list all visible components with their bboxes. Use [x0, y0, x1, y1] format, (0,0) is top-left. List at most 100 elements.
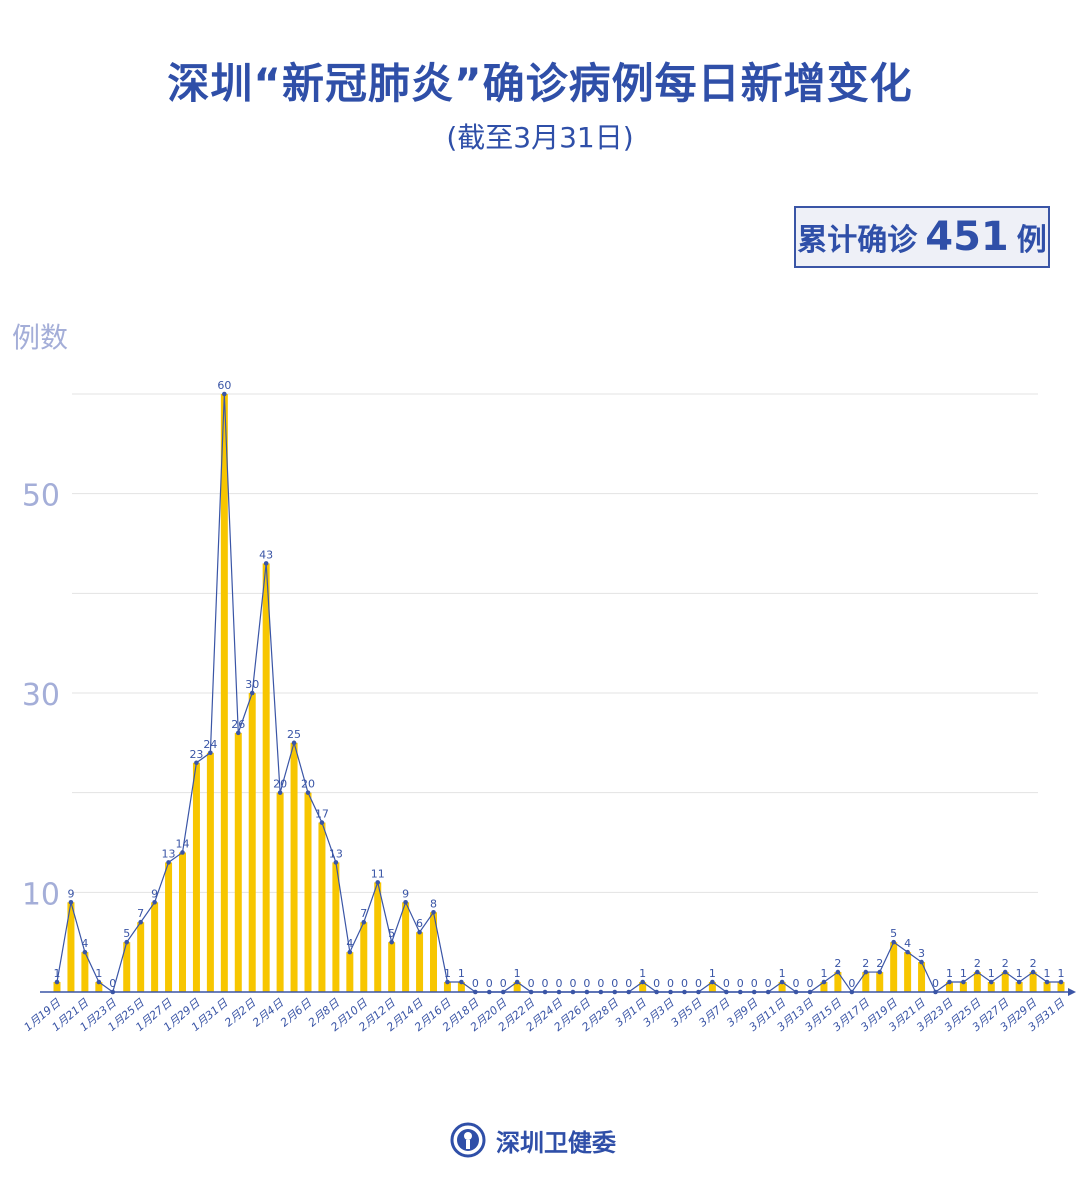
- data-label: 1: [709, 967, 716, 980]
- data-point: [68, 900, 74, 905]
- data-point: [1002, 969, 1008, 975]
- data-label: 4: [346, 937, 353, 950]
- y-tick-label: 30: [22, 678, 60, 713]
- data-point: [528, 989, 534, 995]
- bar: [959, 982, 967, 992]
- data-point: [263, 561, 269, 566]
- data-point: [612, 989, 618, 995]
- data-label: 0: [848, 977, 855, 990]
- data-point: [514, 979, 520, 985]
- data-point: [905, 949, 910, 955]
- data-point: [473, 989, 478, 995]
- data-label: 1: [458, 967, 465, 980]
- bar: [513, 982, 521, 992]
- bar: [945, 982, 953, 992]
- data-point: [277, 790, 283, 795]
- bar: [165, 862, 173, 992]
- data-point: [765, 989, 771, 995]
- bar: [1043, 982, 1051, 992]
- data-point: [1058, 979, 1064, 985]
- bar: [95, 982, 103, 992]
- bar: [778, 982, 786, 992]
- data-point: [793, 989, 799, 995]
- bar: [151, 902, 159, 992]
- data-point: [459, 979, 464, 985]
- data-point: [933, 989, 938, 995]
- y-axis-label: 例数: [12, 321, 69, 354]
- data-label: 13: [329, 847, 343, 860]
- data-point: [333, 860, 339, 865]
- data-label: 3: [918, 947, 925, 960]
- data-label: 6: [416, 917, 423, 930]
- data-point: [445, 979, 450, 985]
- data-label: 0: [556, 977, 563, 990]
- x-axis-arrow-icon: [1068, 988, 1076, 996]
- data-label: 0: [695, 977, 702, 990]
- data-label: 1: [639, 967, 646, 980]
- emblem-icon: [450, 1122, 486, 1158]
- data-label: 1: [960, 967, 967, 980]
- bar: [973, 972, 981, 992]
- data-label: 0: [583, 977, 590, 990]
- bar: [1001, 972, 1009, 992]
- data-point: [417, 929, 422, 935]
- data-point: [403, 900, 408, 905]
- data-point: [152, 900, 157, 905]
- data-label: 0: [723, 977, 730, 990]
- bar: [374, 882, 382, 992]
- bar: [708, 982, 716, 992]
- data-point: [737, 989, 743, 995]
- data-point: [235, 730, 241, 736]
- data-label: 0: [611, 977, 618, 990]
- bar: [820, 982, 828, 992]
- data-label: 0: [542, 977, 549, 990]
- y-tick-label: 50: [22, 479, 60, 514]
- data-label: 1: [1044, 967, 1051, 980]
- data-label: 1: [54, 967, 61, 980]
- data-label: 25: [287, 728, 301, 741]
- data-label: 23: [189, 748, 203, 761]
- data-label: 1: [946, 967, 953, 980]
- data-point: [668, 989, 673, 995]
- total-cases-box: 累计确诊 451 例: [794, 206, 1050, 268]
- data-label: 14: [176, 837, 190, 850]
- data-point: [124, 939, 130, 945]
- bar: [346, 952, 354, 992]
- data-point: [598, 989, 604, 995]
- data-label: 60: [217, 379, 231, 392]
- data-point: [863, 969, 869, 975]
- data-label: 24: [203, 738, 217, 751]
- data-label: 0: [625, 977, 632, 990]
- bar: [81, 952, 89, 992]
- data-point: [849, 989, 855, 995]
- bar: [862, 972, 870, 992]
- data-label: 7: [360, 907, 367, 920]
- data-point: [1030, 969, 1036, 975]
- footer-logo: 深圳卫健委: [450, 1122, 616, 1158]
- bar: [987, 982, 995, 992]
- data-point: [779, 979, 785, 985]
- bar: [290, 742, 298, 992]
- data-label: 0: [486, 977, 493, 990]
- data-label: 5: [388, 927, 395, 940]
- data-point: [696, 989, 701, 995]
- data-point: [1044, 979, 1050, 985]
- bar: [1015, 982, 1023, 992]
- data-label: 9: [151, 887, 158, 900]
- bar: [206, 752, 214, 992]
- data-label: 1: [779, 967, 786, 980]
- data-label: 4: [904, 937, 911, 950]
- bar: [318, 822, 326, 992]
- data-point: [305, 790, 311, 795]
- data-point: [877, 969, 883, 975]
- data-point: [835, 969, 841, 975]
- data-label: 20: [273, 778, 287, 791]
- data-label: 7: [137, 907, 144, 920]
- data-label: 2: [834, 957, 841, 970]
- bar: [457, 982, 465, 992]
- bar: [430, 912, 437, 992]
- data-point: [375, 880, 381, 885]
- bar: [416, 932, 424, 992]
- bar: [402, 902, 410, 992]
- data-point: [222, 391, 227, 397]
